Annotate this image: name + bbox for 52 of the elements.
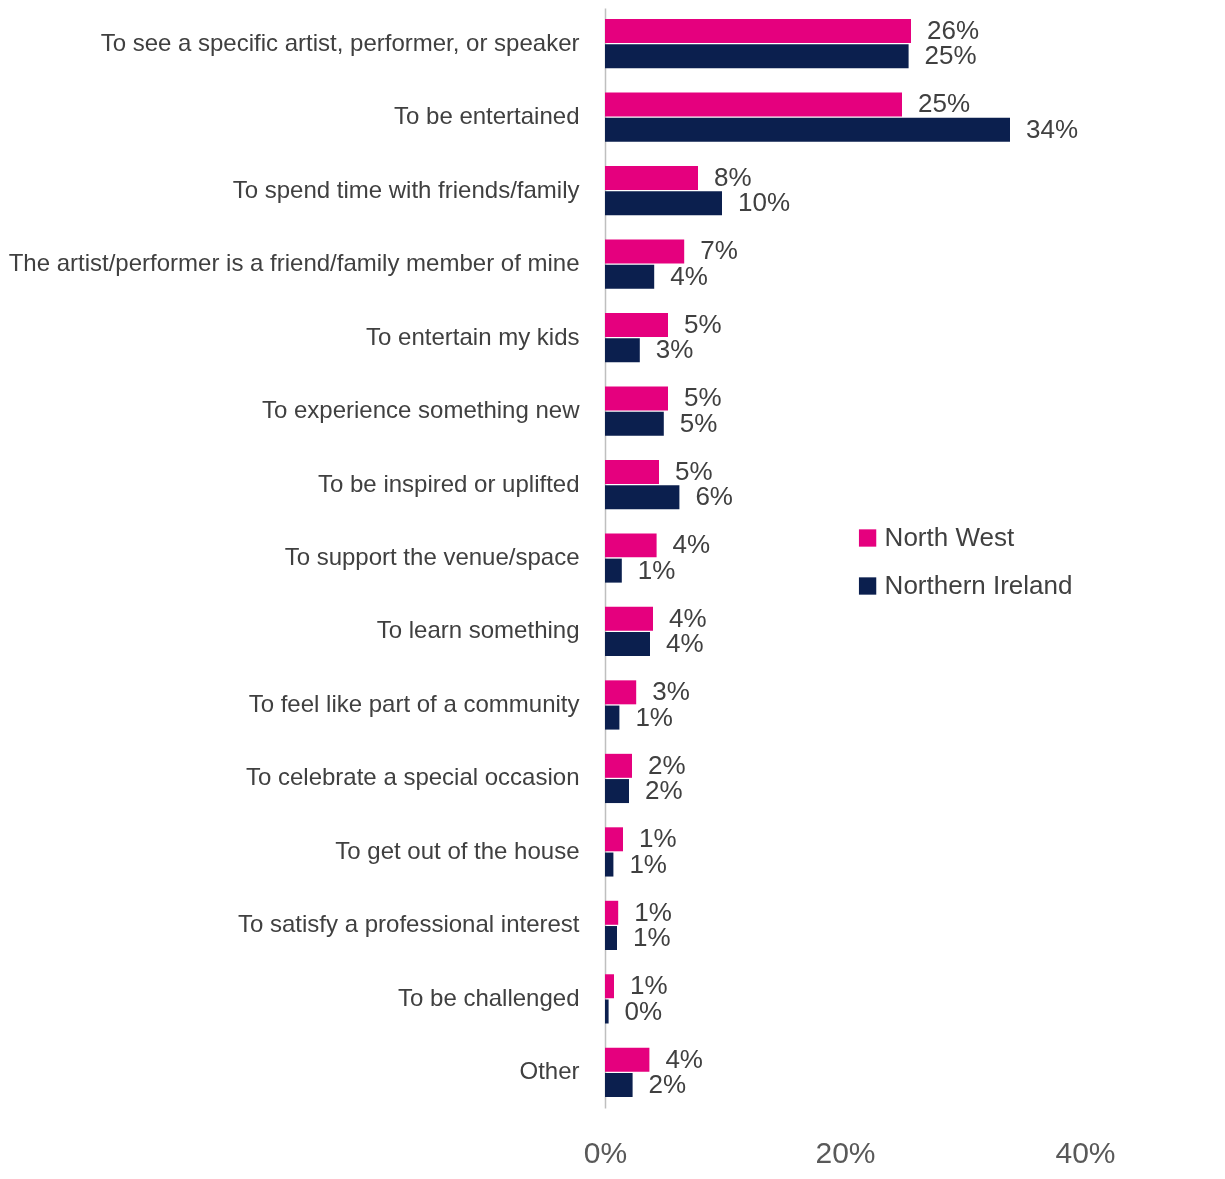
bar — [605, 44, 909, 69]
y-tick-label: To learn something — [376, 616, 580, 644]
bar — [605, 827, 623, 852]
x-tick-label: 40% — [1055, 1135, 1116, 1169]
bar — [605, 900, 619, 925]
bar — [605, 165, 698, 190]
legend-label: North West — [884, 522, 1015, 552]
legend-label: Northern Ireland — [884, 570, 1073, 600]
bar — [605, 753, 632, 778]
y-tick-label: To be inspired or uplifted — [318, 469, 580, 497]
y-tick-label: To satisfy a professional interest — [238, 910, 580, 938]
y-tick-label: To experience something new — [261, 396, 581, 424]
bar — [605, 117, 1010, 142]
y-tick-label: To be entertained — [394, 102, 580, 130]
y-tick-label: To be challenged — [398, 983, 580, 1011]
bar — [605, 1047, 650, 1072]
bar — [605, 680, 637, 705]
bar — [605, 191, 722, 216]
bar — [605, 999, 609, 1024]
y-tick-label: The artist/performer is a friend/family member of mine — [8, 249, 580, 277]
y-tick-label: To feel like part of a community — [248, 689, 580, 717]
y-tick-label: To see a specific artist, performer, or speaker — [100, 28, 580, 56]
y-tick-label: To celebrate a special occasion — [245, 763, 580, 791]
bar — [605, 386, 668, 411]
bar — [605, 338, 640, 363]
bar — [605, 926, 617, 951]
bar — [605, 558, 622, 583]
bar — [605, 705, 620, 730]
bar — [605, 459, 659, 484]
bar — [605, 779, 629, 804]
bar — [605, 1072, 633, 1097]
data-label: 34% — [1026, 113, 1079, 144]
bar — [605, 974, 614, 999]
bar — [605, 239, 685, 264]
x-tick-label: 20% — [815, 1135, 876, 1169]
bar — [605, 852, 614, 877]
bar — [605, 606, 653, 631]
y-tick-label: Other — [519, 1057, 580, 1085]
data-label: 25% — [918, 88, 971, 119]
y-tick-label: To support the venue/space — [284, 543, 580, 570]
y-tick-label: To spend time with friends/family — [232, 175, 580, 203]
bar — [605, 312, 668, 337]
bar — [605, 533, 657, 558]
bar — [605, 632, 650, 657]
x-tick-label: 0% — [583, 1135, 628, 1169]
bar — [605, 19, 911, 44]
bar — [605, 411, 664, 436]
bar — [605, 92, 902, 117]
bar — [605, 485, 680, 510]
y-tick-label: To get out of the house — [335, 836, 580, 864]
y-tick-label: To entertain my kids — [366, 322, 580, 350]
bar — [605, 264, 655, 289]
